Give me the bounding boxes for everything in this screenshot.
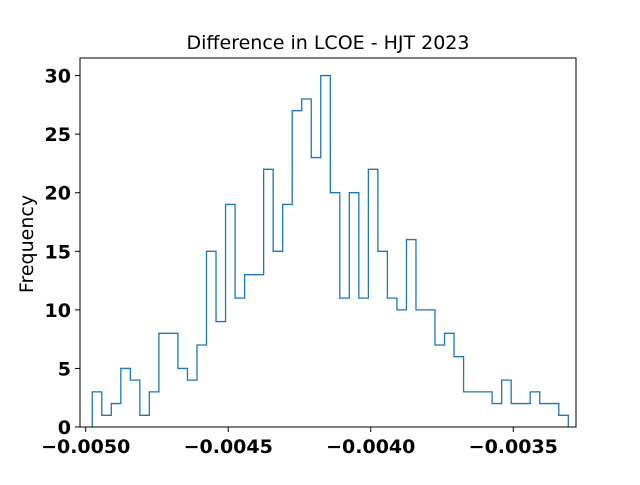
y-tick-label: 0 <box>58 417 71 439</box>
chart-title: Difference in LCOE - HJT 2023 <box>187 32 470 54</box>
y-tick-label: 30 <box>45 66 71 88</box>
plot-frame <box>79 57 577 428</box>
y-tick-label: 10 <box>45 300 71 322</box>
histogram-step-line <box>91 74 569 427</box>
y-tick-label: 5 <box>58 358 71 380</box>
y-axis-label: Frequency <box>16 195 38 293</box>
x-tick-label: −0.0050 <box>41 436 130 458</box>
y-tick-label: 25 <box>45 124 71 146</box>
x-tick-label: −0.0045 <box>184 436 273 458</box>
x-tick-label: −0.0035 <box>469 436 558 458</box>
y-tick-label: 20 <box>45 183 71 205</box>
x-tick-label: −0.0040 <box>326 436 415 458</box>
plot-area: −0.0050 −0.0045 −0.0040 −0.0035 0 5 10 15 20 25 30 <box>41 57 577 458</box>
y-tick-label: 15 <box>45 241 71 263</box>
